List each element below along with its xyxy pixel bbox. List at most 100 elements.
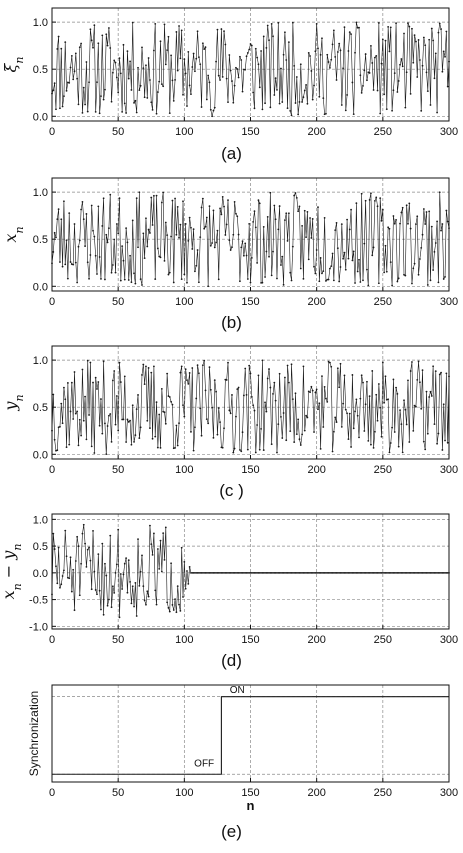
data-point — [228, 239, 231, 242]
data-point — [364, 571, 367, 574]
data-point — [274, 399, 277, 402]
data-point — [269, 386, 272, 389]
data-point — [192, 571, 195, 574]
data-point — [355, 21, 358, 24]
data-point — [178, 25, 180, 27]
data-point — [399, 222, 401, 225]
data-point — [277, 571, 280, 574]
data-point — [430, 225, 433, 228]
data-point — [190, 430, 192, 433]
data-point — [432, 365, 435, 368]
data-point — [375, 196, 378, 199]
data-point — [291, 398, 294, 401]
data-point — [272, 571, 274, 574]
data-point — [389, 571, 392, 574]
data-point — [299, 63, 302, 66]
data-point — [154, 22, 157, 25]
data-point — [224, 234, 227, 236]
data-point — [306, 571, 309, 574]
data-point — [149, 79, 151, 81]
data-point — [307, 571, 310, 574]
data-point — [52, 251, 55, 253]
data-point — [253, 107, 256, 110]
data-point — [53, 231, 56, 234]
data-point — [59, 261, 61, 263]
data-point — [284, 571, 286, 574]
data-point — [137, 538, 139, 541]
data-point — [125, 227, 128, 230]
y-tick-label: 0.0 — [33, 111, 48, 123]
data-point — [188, 565, 191, 568]
data-point — [385, 270, 388, 273]
data-point — [229, 249, 232, 251]
data-point — [180, 29, 183, 32]
data-point — [142, 67, 145, 69]
y-axis-label-text: − y — [0, 550, 18, 584]
data-point — [97, 381, 100, 383]
data-point — [442, 278, 445, 280]
data-point — [348, 228, 351, 231]
data-point — [240, 450, 243, 453]
data-point — [400, 423, 403, 426]
data-point — [146, 245, 149, 248]
data-point — [400, 571, 403, 574]
data-point — [387, 25, 390, 28]
data-point — [59, 425, 61, 428]
data-point — [160, 201, 163, 204]
data-point — [329, 267, 331, 270]
data-point — [158, 413, 161, 416]
data-point — [74, 560, 77, 562]
data-point — [213, 379, 216, 382]
data-point — [158, 255, 161, 258]
x-tick-label: 0 — [49, 126, 55, 138]
data-point — [250, 571, 253, 574]
data-point — [126, 418, 129, 421]
data-point — [57, 35, 60, 38]
data-point — [266, 216, 269, 218]
data-point — [391, 284, 393, 287]
data-point — [319, 53, 322, 56]
data-point — [340, 571, 343, 574]
data-point — [362, 85, 364, 87]
data-point — [204, 225, 207, 228]
data-point — [245, 393, 248, 396]
data-point — [221, 76, 224, 78]
data-point — [73, 70, 76, 73]
data-point — [325, 397, 327, 400]
data-point — [89, 254, 92, 256]
data-point — [129, 60, 131, 63]
data-point — [219, 571, 221, 574]
data-point — [239, 55, 241, 58]
data-point — [160, 83, 163, 85]
data-point — [273, 204, 276, 207]
data-point — [156, 446, 159, 449]
data-point — [215, 390, 217, 393]
data-point — [227, 199, 229, 202]
data-point — [85, 61, 88, 63]
data-point — [404, 106, 407, 109]
data-point — [376, 419, 379, 422]
data-point — [387, 226, 390, 229]
data-point — [297, 571, 300, 574]
data-point — [415, 571, 417, 574]
panel-d: 0 50 100 150 200 250 300-1.0-0.50.00.51.0xn − … — [0, 513, 458, 646]
data-point — [114, 61, 117, 64]
data-point — [301, 433, 304, 436]
data-point — [422, 208, 425, 210]
data-point — [413, 571, 416, 574]
data-point — [178, 236, 180, 239]
data-point — [399, 571, 401, 574]
data-point — [61, 105, 64, 108]
data-point — [183, 560, 186, 563]
data-point — [213, 246, 216, 249]
data-point — [192, 228, 195, 231]
data-point — [295, 76, 298, 78]
data-point — [100, 278, 102, 280]
data-point — [375, 571, 378, 574]
data-point — [233, 571, 236, 574]
data-point — [80, 42, 83, 45]
data-point — [346, 94, 348, 96]
data-point — [64, 263, 67, 266]
data-point — [167, 395, 170, 397]
data-point — [396, 392, 399, 395]
